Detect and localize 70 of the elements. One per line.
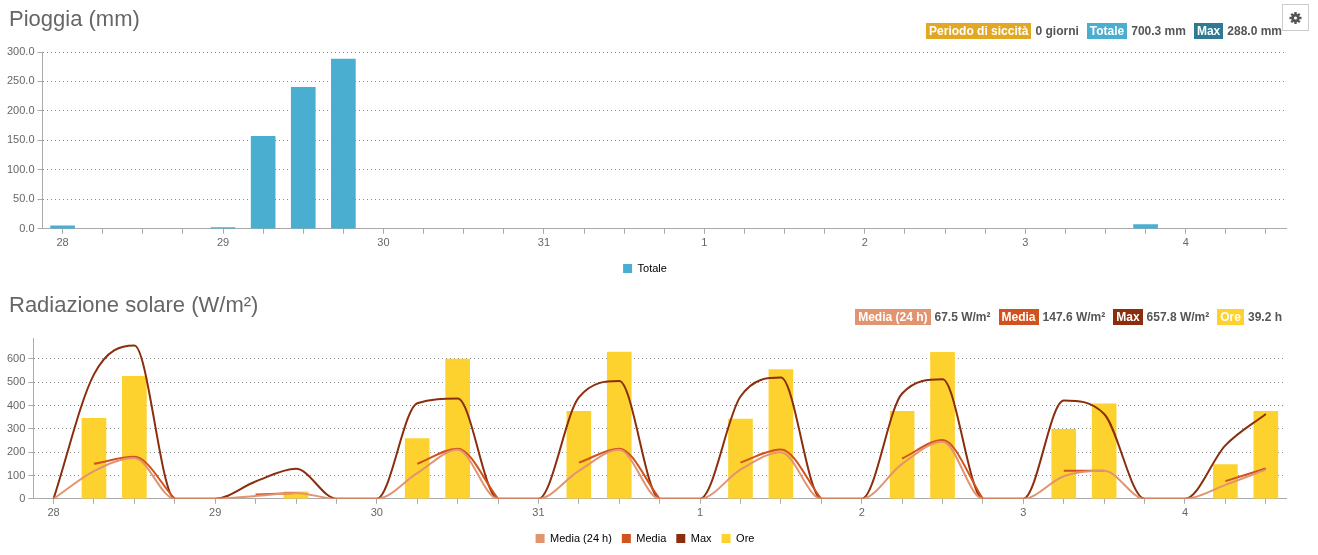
bar xyxy=(331,58,356,229)
y-tick-label: 500 xyxy=(6,375,26,388)
x-tick-label: 2 xyxy=(861,236,868,249)
text: 67.5 W/m² xyxy=(934,310,991,324)
x-tick-label: 31 xyxy=(537,236,551,249)
y-tick-label: 600 xyxy=(6,352,26,365)
x-tick-label: 3 xyxy=(1020,506,1027,519)
text: Max xyxy=(1193,23,1224,39)
y-tick-label: 50.0 xyxy=(13,192,35,205)
bar xyxy=(1133,224,1158,229)
bar xyxy=(404,438,430,499)
x-tick-label: 2 xyxy=(858,506,865,519)
bar xyxy=(1213,464,1238,499)
x-tick-label: 1 xyxy=(697,506,704,519)
bar xyxy=(122,376,147,499)
bar xyxy=(445,358,470,499)
legend-label: Media xyxy=(636,531,668,544)
text: Max xyxy=(1113,309,1143,325)
text: 147.6 W/m² xyxy=(1042,310,1106,324)
bar xyxy=(1253,411,1279,499)
y-tick-label: 250.0 xyxy=(7,74,35,87)
y-tick-label: 300.0 xyxy=(7,45,35,58)
chart-title: Radiazione solare (W/m²) xyxy=(9,292,259,318)
legend-label: Totale xyxy=(637,261,667,274)
x-tick-label: 30 xyxy=(377,236,390,249)
y-tick-label: 200 xyxy=(6,445,26,458)
chart-title: Pioggia (mm) xyxy=(9,6,140,32)
x-tick-label: 4 xyxy=(1181,506,1189,519)
x-tick-label: 3 xyxy=(1022,236,1029,249)
y-tick-label: 200.0 xyxy=(7,103,35,116)
line-series xyxy=(52,344,1267,499)
y-tick-label: 300 xyxy=(6,421,26,434)
text: Totale xyxy=(1086,23,1128,39)
bar xyxy=(1051,429,1077,499)
x-tick-label: 4 xyxy=(1182,236,1189,249)
y-tick-label: 400 xyxy=(6,398,26,411)
text: Media (24 h) xyxy=(855,309,931,325)
text: Media xyxy=(998,309,1039,325)
text: Ore xyxy=(1217,309,1244,325)
x-tick-label: 31 xyxy=(532,506,545,519)
x-tick-label: 28 xyxy=(47,506,60,519)
text: 700.3 mm xyxy=(1131,24,1186,38)
x-tick-label: 30 xyxy=(370,506,383,519)
bar xyxy=(930,351,955,499)
legend-label: Ore xyxy=(736,531,755,544)
bar xyxy=(768,369,794,499)
text: 657.8 W/m² xyxy=(1146,310,1210,324)
x-tick-label: 1 xyxy=(701,236,708,249)
y-tick-label: 150.0 xyxy=(7,133,35,146)
y-tick-label: 0 xyxy=(19,491,26,504)
y-tick-label: 100.0 xyxy=(7,162,35,175)
bar xyxy=(728,418,753,499)
bar xyxy=(606,351,632,499)
text: 39.2 h xyxy=(1247,310,1282,324)
x-tick-label: 29 xyxy=(209,506,222,519)
x-tick-label: 29 xyxy=(216,236,230,249)
x-tick-label: 28 xyxy=(56,236,69,249)
text: 288.0 mm xyxy=(1227,24,1282,38)
bar xyxy=(250,135,276,229)
bar xyxy=(566,411,592,499)
y-tick-label: 0.0 xyxy=(19,221,35,234)
legend-label: Max xyxy=(690,531,713,544)
bar xyxy=(889,411,915,499)
y-tick-label: 100 xyxy=(6,468,26,481)
text: 0 giorni xyxy=(1035,24,1079,38)
bar xyxy=(81,418,107,499)
bar xyxy=(290,87,316,229)
bar xyxy=(1091,403,1117,499)
text: Periodo di siccità xyxy=(926,23,1032,39)
legend-label: Media (24 h) xyxy=(550,531,612,544)
